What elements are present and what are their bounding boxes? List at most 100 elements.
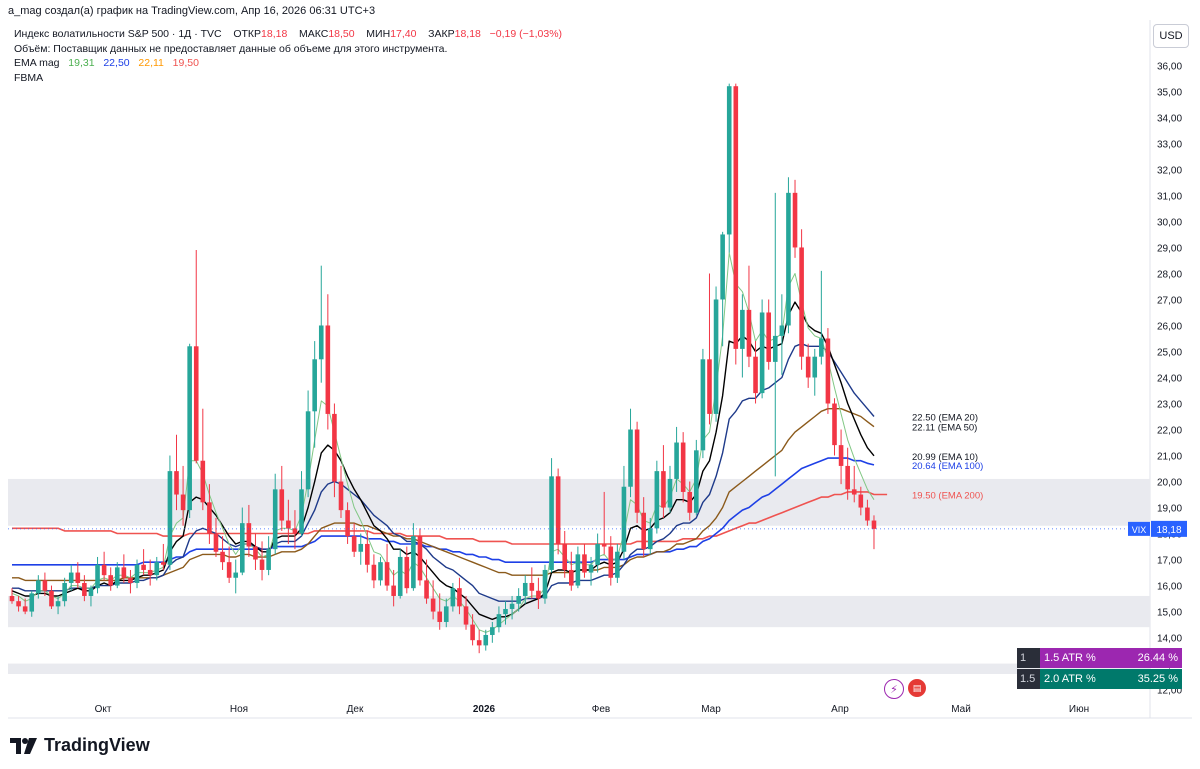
ema-mag-row[interactable]: EMA mag 19,31 22,50 22,11 19,50 xyxy=(14,56,562,71)
candle-body xyxy=(536,590,541,599)
candle-body xyxy=(147,569,153,576)
ema-mag-value-1: 19,31 xyxy=(68,57,95,69)
flash-icon[interactable]: ⚡ xyxy=(884,679,904,699)
candle-body xyxy=(463,606,469,625)
candle-body xyxy=(141,564,146,570)
chart-caption: a_mag создал(а) график на TradingView.co… xyxy=(8,5,376,17)
candle-body xyxy=(397,556,403,596)
low-label: МИН xyxy=(366,28,391,40)
candle-body xyxy=(825,338,831,404)
y-tick-label: 36,00 xyxy=(1157,61,1182,72)
candle-body xyxy=(318,325,324,360)
candle-body xyxy=(529,582,535,591)
candle-body xyxy=(187,346,192,511)
candle-body xyxy=(503,608,508,615)
y-tick-label: 27,00 xyxy=(1157,295,1182,306)
candle-body xyxy=(575,554,581,586)
candle-body xyxy=(299,489,304,534)
price-zone xyxy=(8,595,1150,628)
candle-body xyxy=(246,523,252,547)
candle-body xyxy=(240,523,245,573)
candle-body xyxy=(338,481,344,511)
fbma-row[interactable]: FBMA xyxy=(14,71,562,86)
candle-body xyxy=(55,601,61,607)
tradingview-logo[interactable]: TradingView xyxy=(10,735,150,756)
atr-mult: 1 xyxy=(1017,648,1040,668)
candle-body xyxy=(634,429,640,513)
ema-value-label: 20.64 (EMA 100) xyxy=(912,461,983,472)
x-tick-label: Ноя xyxy=(230,704,248,715)
change-value: −0,19 (−1,03%) xyxy=(489,28,563,40)
candle-body xyxy=(193,346,199,461)
candle-body xyxy=(207,502,212,534)
candle-body xyxy=(266,549,271,570)
candle-body xyxy=(753,356,758,394)
tradingview-logo-icon xyxy=(10,737,37,754)
low-value: 17,40 xyxy=(390,28,417,40)
candle-body xyxy=(779,325,785,336)
candle-body xyxy=(88,588,94,596)
candle-body xyxy=(832,403,837,446)
candle-body xyxy=(674,442,679,479)
candle-body xyxy=(253,546,258,560)
ema-mag-value-4: 19,50 xyxy=(172,57,199,69)
candle-body xyxy=(272,489,278,550)
ema-value-label: 19.50 (EMA 200) xyxy=(912,491,983,502)
symbol-badge: VIX xyxy=(1132,525,1147,535)
candle-body xyxy=(746,309,752,357)
candle-body xyxy=(555,476,561,544)
volume-note: Объём: Поставщик данных не предоставляет… xyxy=(14,42,448,55)
candle-body xyxy=(345,510,350,537)
high-label: МАКС xyxy=(298,28,329,40)
y-tick-label: 16,00 xyxy=(1157,582,1182,593)
candle-body xyxy=(233,572,239,578)
y-tick-label: 15,00 xyxy=(1157,608,1182,619)
y-tick-label: 20,00 xyxy=(1157,478,1182,489)
us-flag-icon[interactable]: ▤ xyxy=(908,679,926,697)
candle-body xyxy=(582,554,587,573)
x-tick-label: Июн xyxy=(1069,704,1089,715)
candle-body xyxy=(759,312,765,394)
ema-value-label: 22.11 (EMA 50) xyxy=(912,423,977,434)
y-tick-label: 24,00 xyxy=(1157,374,1182,385)
ema-value-label: 22.50 (EMA 20) xyxy=(912,413,978,424)
candle-body xyxy=(595,543,600,565)
candle-body xyxy=(457,588,462,607)
candle-body xyxy=(641,512,646,550)
ema-line-ema-200 xyxy=(12,491,888,545)
candle-body xyxy=(687,491,693,513)
candle-body xyxy=(509,603,515,609)
candle-body xyxy=(358,543,364,552)
y-tick-label: 12,00 xyxy=(1157,686,1182,697)
brand-name: TradingView xyxy=(44,735,150,755)
candle-body xyxy=(82,582,87,596)
candle-body xyxy=(522,582,528,596)
currency-button[interactable]: USD xyxy=(1153,24,1189,48)
y-tick-label: 25,00 xyxy=(1157,347,1182,358)
candle-body xyxy=(740,309,745,349)
candle-body xyxy=(838,445,844,466)
y-tick-label: 14,00 xyxy=(1157,634,1182,645)
candle-body xyxy=(174,471,179,495)
candle-body xyxy=(819,338,824,357)
candle-body xyxy=(213,533,219,552)
candle-body xyxy=(220,551,225,563)
candle-body xyxy=(108,575,113,586)
candle-body xyxy=(608,546,614,578)
candle-body xyxy=(470,624,475,641)
candle-body xyxy=(851,489,857,495)
candle-body xyxy=(496,614,502,628)
candle-body xyxy=(16,601,21,607)
candle-body xyxy=(772,335,778,362)
candle-body xyxy=(417,536,423,581)
candle-body xyxy=(42,580,48,591)
y-tick-label: 26,00 xyxy=(1157,321,1182,332)
y-tick-label: 29,00 xyxy=(1157,243,1182,254)
candle-body xyxy=(286,520,291,529)
symbol-row[interactable]: Индекс волатильности S&P 500 · 1Д · TVC … xyxy=(14,27,562,42)
candle-body xyxy=(167,471,173,565)
candle-body xyxy=(9,595,15,602)
candle-body xyxy=(621,486,627,552)
candle-body xyxy=(75,572,81,583)
